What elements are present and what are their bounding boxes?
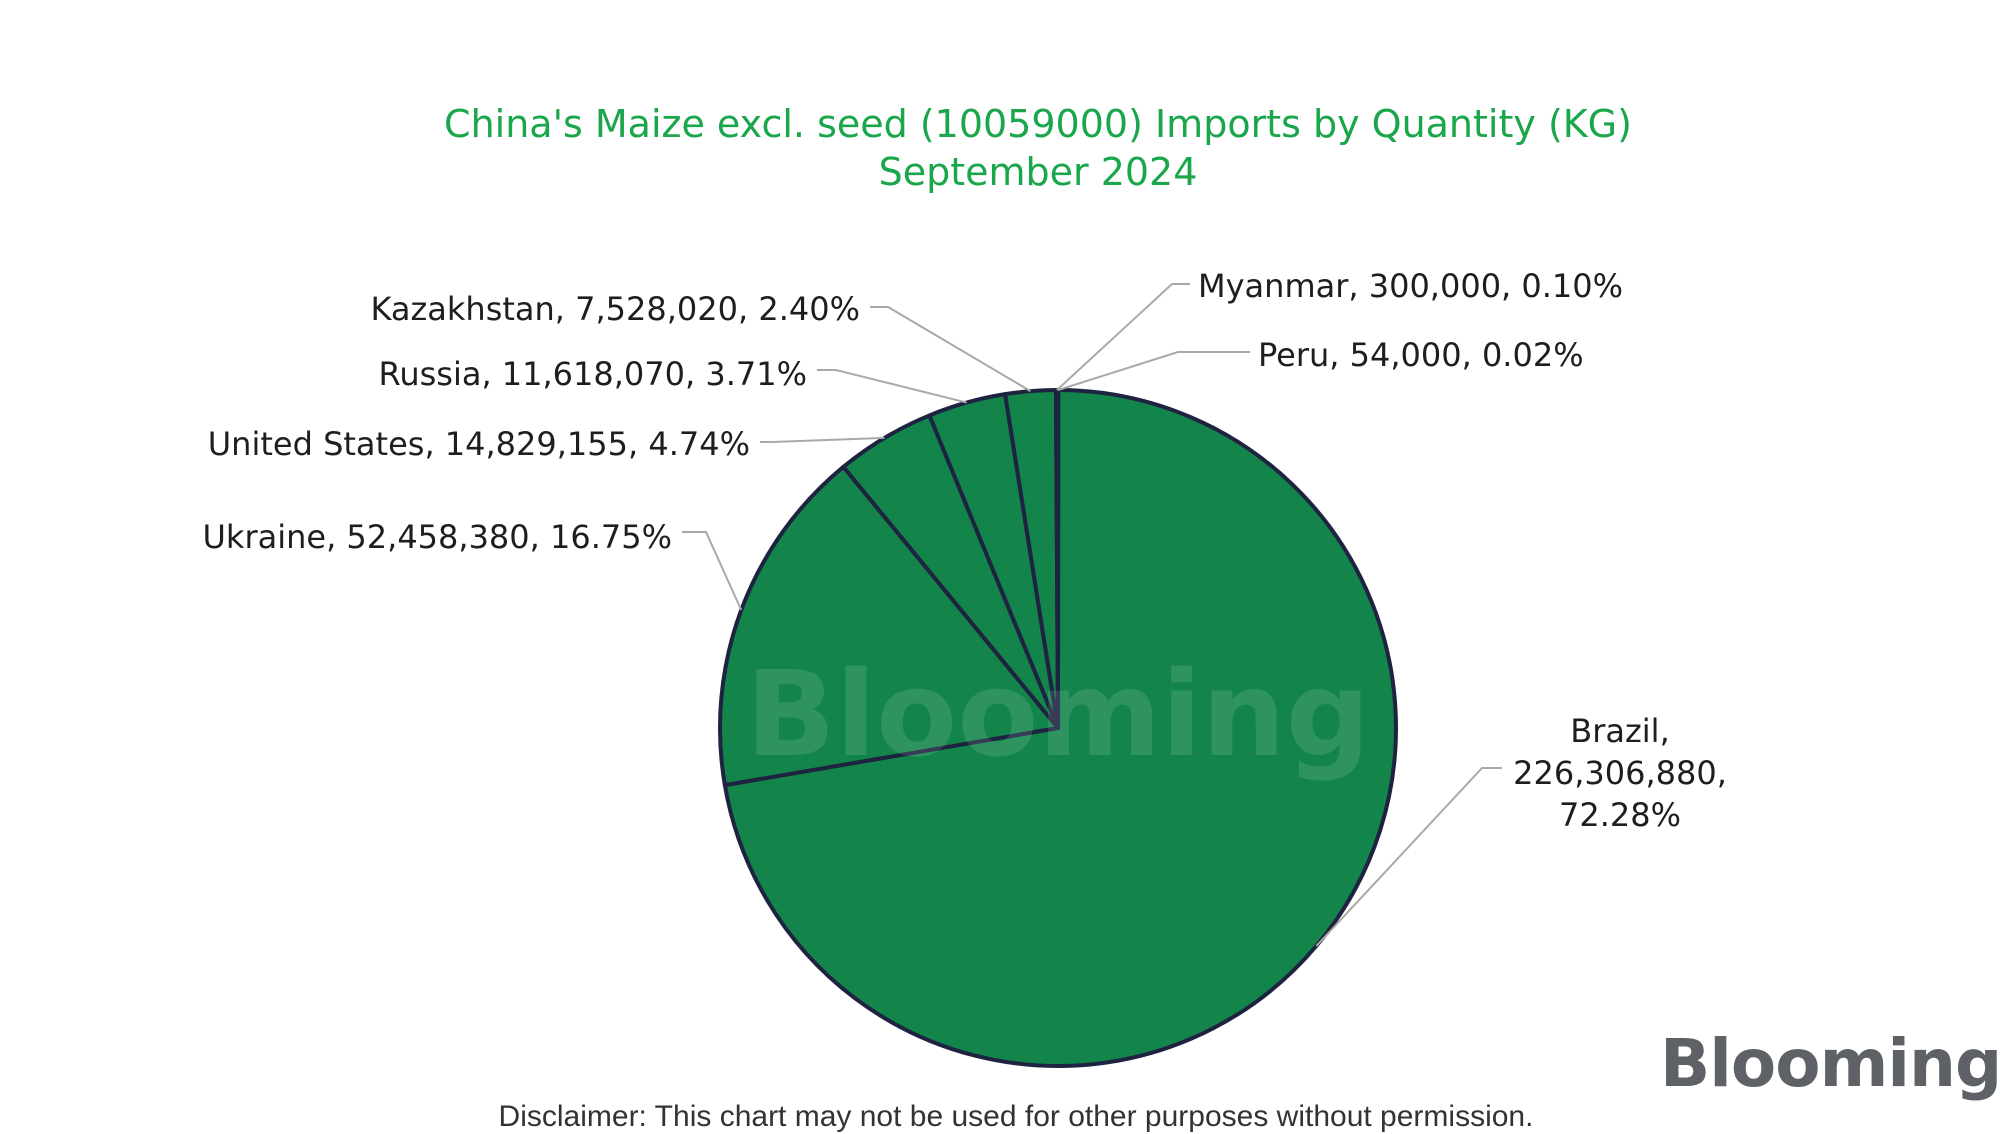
leader-line-russia xyxy=(817,370,967,403)
blooming-logo: Blooming xyxy=(1660,1025,2000,1102)
leader-line-peru xyxy=(1058,352,1250,390)
slice-label-myanmar: Myanmar, 300,000, 0.10% xyxy=(1198,267,1623,305)
slice-label-kazakhstan: Kazakhstan, 7,528,020, 2.40% xyxy=(370,290,860,328)
leader-line-kazakhstan xyxy=(870,307,1030,391)
disclaimer-text: Disclaimer: This chart may not be used f… xyxy=(0,1100,2000,1134)
leader-line-myanmar xyxy=(1057,284,1190,390)
slice-label-peru: Peru, 54,000, 0.02% xyxy=(1258,336,1584,374)
slice-label-ukraine: Ukraine, 52,458,380, 16.75% xyxy=(203,518,673,556)
slice-label-brazil: Brazil,226,306,880,72.28% xyxy=(1513,712,1727,834)
leader-line-united-states xyxy=(760,438,885,442)
slice-label-russia: Russia, 11,618,070, 3.71% xyxy=(379,355,807,393)
leader-line-ukraine xyxy=(682,532,741,610)
watermark: Blooming xyxy=(746,645,1370,783)
slice-label-united-states: United States, 14,829,155, 4.74% xyxy=(208,425,750,463)
